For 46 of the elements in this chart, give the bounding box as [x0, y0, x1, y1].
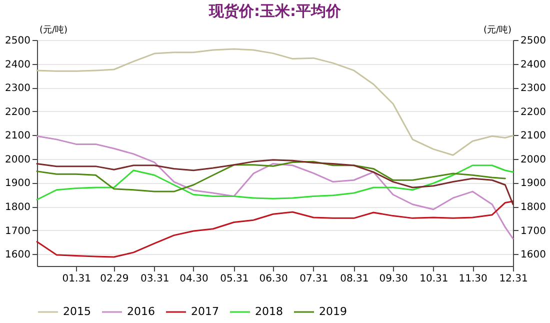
x-tick-label: 12.31 [499, 274, 528, 284]
y-tick-label: 2400 [5, 59, 30, 70]
legend-label: 2017 [191, 305, 219, 318]
x-tick-label: 07.31 [300, 274, 328, 284]
x-tick-label: 11.30 [458, 274, 488, 284]
x-tick-label: 09.30 [379, 274, 408, 284]
legend-label: 2019 [319, 305, 347, 318]
y2-tick-label: 2100 [520, 130, 546, 142]
x-tick-label: 04.30 [180, 274, 208, 284]
y-tick-label: 1700 [5, 226, 30, 237]
y2-tick-label: 2500 [520, 36, 546, 46]
y-tick-label: 1800 [5, 202, 30, 214]
y2-tick-label: 2200 [520, 106, 546, 118]
y-axis-title: (元/吨) [40, 24, 68, 36]
x-tick-label: 01.31 [62, 274, 91, 284]
y-tick-label: 2300 [5, 83, 30, 94]
x-tick-label: 03.31 [140, 274, 170, 284]
line-series [36, 160, 506, 192]
y2-tick-label: 2300 [520, 83, 546, 94]
line-series [36, 164, 514, 200]
x-tick-label: 05.31 [220, 274, 249, 284]
chart-title: 现货价:玉米:平均价 [208, 2, 342, 20]
y2-tick-label: 1800 [520, 202, 546, 214]
line-series [36, 200, 514, 258]
y-tick-label: 2500 [5, 36, 30, 46]
y-tick-label: 1600 [5, 250, 30, 261]
x-tick-label: 10.31 [420, 274, 448, 284]
y2-axis-title: (元/吨) [483, 24, 512, 36]
x-tick-label: 02.29 [100, 274, 129, 284]
legend-label: 2015 [63, 305, 91, 318]
legend-label: 2016 [127, 305, 155, 318]
y-tick-label: 2100 [5, 130, 30, 142]
line-series [36, 135, 514, 240]
x-tick-label: 06.30 [259, 274, 288, 284]
line-series [36, 159, 514, 206]
x-tick-label: 08.31 [340, 274, 369, 284]
line-series [36, 48, 514, 156]
y2-tick-label: 2000 [520, 154, 546, 166]
y-tick-label: 2000 [5, 154, 30, 166]
y2-tick-label: 1900 [520, 178, 546, 190]
y2-tick-label: 2400 [520, 59, 546, 70]
y2-tick-label: 1600 [520, 250, 546, 261]
y-tick-label: 2200 [5, 106, 30, 118]
legend-label: 2018 [255, 305, 283, 318]
y2-tick-label: 1700 [520, 226, 546, 237]
y-tick-label: 1900 [5, 178, 30, 190]
